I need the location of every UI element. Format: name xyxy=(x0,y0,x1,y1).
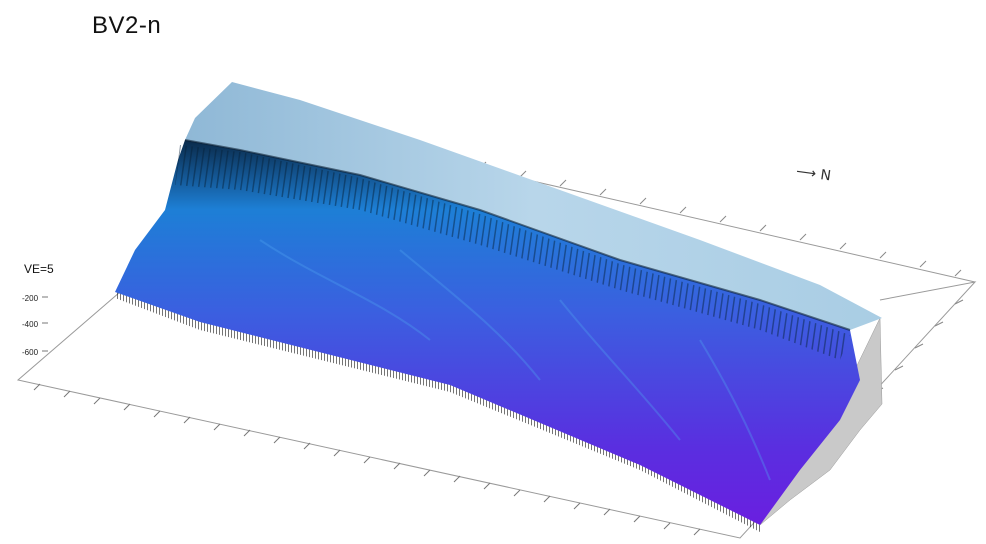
map-title: BV2-n xyxy=(92,12,162,39)
slope-ridges xyxy=(259,239,771,481)
shelf-break xyxy=(184,139,851,331)
depth-axis xyxy=(42,296,48,352)
canyon-gullies xyxy=(175,145,850,360)
depth-tick-label: -600 xyxy=(22,348,39,357)
depth-tick-label: -400 xyxy=(22,320,39,329)
continental-slope xyxy=(115,140,860,525)
vertical-exaggeration-label: VE=5 xyxy=(24,262,54,276)
axis-ticks-front xyxy=(33,383,701,536)
depth-tick-label: -200 xyxy=(22,294,39,303)
continental-shelf xyxy=(185,82,882,330)
axis-ticks-back xyxy=(479,161,962,277)
